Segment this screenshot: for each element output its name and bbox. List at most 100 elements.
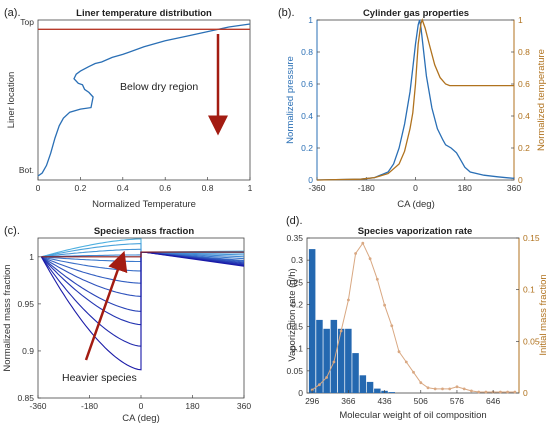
panel-d-bars	[308, 249, 395, 393]
panel-b-yright-tick-label: 0.2	[518, 143, 530, 153]
panel-d-mass-fraction-point	[390, 324, 394, 328]
panel-a-x-tick-label: 0	[36, 183, 41, 193]
panel-a-series-blue-line	[37, 23, 251, 177]
panel-d-x-tick-label: 646	[486, 396, 500, 406]
panel-d-mass-fraction-point	[397, 350, 401, 354]
panel-d-mass-fraction-point	[375, 277, 379, 281]
panel-d-yright-tick-label: 0.1	[523, 285, 535, 295]
panel-d-x-tick-label: 296	[305, 396, 319, 406]
panel-d-x-tick-label: 436	[377, 396, 391, 406]
panel-b-x-tick-label: 0	[413, 183, 418, 193]
panel-d-mass-fraction-point	[412, 370, 415, 374]
panel-d-bar	[316, 319, 323, 393]
panel-a-label: (a).	[4, 7, 21, 19]
panel-b-yleft-tick-label: 0.8	[301, 47, 313, 57]
panel-d-mass-fraction-point	[361, 241, 365, 245]
panel-c-y-tick-label: 0.9	[22, 346, 34, 356]
panel-c-y-tick-label: 0.95	[17, 299, 34, 309]
panel-d-series	[310, 241, 517, 394]
panel-d-bar	[374, 388, 381, 393]
panel-d-yright-tick-label: 0.15	[523, 233, 540, 243]
panel-b-xlabel: CA (deg)	[397, 199, 435, 210]
panel-a-x-tick-label: 1	[248, 183, 253, 193]
panel-a-ytick-bottom: Bot.	[19, 165, 34, 175]
panel-c-species-line	[41, 238, 245, 258]
panel-d-yleft-tick-label: 0.15	[286, 322, 303, 332]
panel-d-mass-fraction-point	[433, 387, 437, 391]
panel-d-yright-tick-label: 0	[523, 388, 528, 398]
panel-c-series	[40, 238, 245, 371]
panel-d-mass-fraction-point	[368, 257, 372, 261]
panel-d-mass-fraction-point	[339, 329, 343, 333]
panel-d-bar	[345, 328, 352, 393]
panel-d-yleft-tick-label: 0.1	[291, 344, 303, 354]
panel-d-mass-fraction-point	[455, 385, 459, 389]
panel-c-x-tick-label: 180	[185, 401, 199, 411]
panel-a-title: Liner temperature distribution	[76, 8, 212, 19]
panel-b-series-pressure-line	[316, 19, 515, 181]
panel-b-x-tick-label: 180	[458, 183, 472, 193]
panel-d-ylabel-left: Vaporization rate (g/h)	[287, 268, 298, 361]
panel-d-bar	[366, 381, 374, 393]
panel-b-ylabel-right: Normalized temperature	[536, 49, 547, 151]
panel-d-yleft-tick-label: 0.25	[286, 277, 303, 287]
panel-b-yleft-tick-label: 0	[308, 175, 313, 185]
panel-a-axes-frame	[37, 19, 251, 181]
panel-c-species-line	[41, 251, 245, 263]
panel-b-yright-tick-label: 0	[518, 175, 523, 185]
panel-d-bar	[323, 328, 330, 393]
panel-d-xticks: 296 366 436 506 576 646	[305, 390, 501, 406]
panel-d-title: Species vaporization rate	[358, 226, 473, 237]
panel-b-x-tick-label: 360	[507, 183, 521, 193]
panel-d-yticks: 0 0.05 0.1 0.15 0.2 0.25 0.3 0.35	[286, 233, 310, 398]
panel-a: (a). Liner temperature distribution Top …	[4, 7, 253, 210]
panel-c-x-tick-label: -180	[81, 401, 98, 411]
panel-d-mass-fraction-point	[354, 252, 357, 255]
panel-a-xticks: 0 0.2 0.4 0.6 0.8 1	[36, 177, 253, 193]
panel-c-arrow	[84, 250, 128, 361]
panel-d-xlabel: Molecular weight of oil composition	[339, 410, 486, 421]
panel-b-ylabel-left: Normalized pressure	[285, 56, 296, 144]
panel-d-bar	[337, 328, 345, 393]
panel-c-y-tick-label: 1	[29, 252, 34, 262]
panel-d-yleft-tick-label: 0.35	[286, 233, 303, 243]
panel-c-yticks: 0.85 0.9 0.95 1	[17, 252, 41, 403]
panel-b-yright-tick-label: 0.4	[518, 111, 530, 121]
panel-d-mass-fraction-point	[347, 298, 350, 302]
panel-d-x-tick-label: 506	[414, 396, 428, 406]
panel-c-xlabel: CA (deg)	[122, 413, 160, 424]
panel-c-species-line	[40, 251, 245, 371]
panel-c-species-line	[40, 251, 245, 347]
panel-d-mass-fraction-point	[325, 376, 328, 379]
panel-d-mass-fraction-point	[441, 387, 444, 391]
panel-c-y-tick-label: 0.85	[17, 393, 34, 403]
panel-d-bar	[308, 249, 316, 393]
panel-d: (d). Species vaporization rate 296 366 436…	[286, 215, 549, 421]
panel-a-annotation: Below dry region	[120, 81, 198, 93]
panel-d-bar	[352, 353, 359, 393]
panel-c-species-line	[40, 251, 245, 326]
panel-d-x-tick-label: 366	[341, 396, 355, 406]
panel-a-ylabel: Liner location	[6, 72, 17, 129]
panel-d-mass-fraction-point	[484, 390, 488, 394]
panel-d-bar	[330, 319, 338, 393]
panel-d-bar	[359, 375, 367, 393]
panel-d-mass-fraction-point	[332, 360, 336, 364]
panel-a-series	[37, 23, 251, 177]
panel-a-x-tick-label: 0.6	[159, 183, 171, 193]
panel-b-yticks: 0 0.2 0.4 0.6 0.8 1 0 0.2 0.4 0.6 0.8 1	[301, 15, 530, 185]
panel-a-x-tick-label: 0.4	[117, 183, 129, 193]
panel-c-species-line	[41, 248, 245, 258]
panel-a-ytick-top: Top	[20, 17, 34, 27]
panel-b-yleft-tick-label: 0.6	[301, 79, 313, 89]
panel-c-x-tick-label: -360	[29, 401, 46, 411]
panel-b-yleft-tick-label: 1	[308, 15, 313, 25]
panel-d-mass-fraction-point	[404, 360, 408, 364]
panel-d-mass-fraction-point	[506, 390, 509, 394]
panel-d-yticks-right: 0 0.05 0.1 0.15	[516, 233, 540, 398]
panel-b-yleft-tick-label: 0.2	[301, 143, 313, 153]
panel-b-series	[316, 18, 515, 181]
panel-b-title: Cylinder gas properties	[363, 8, 469, 19]
panel-d-mass-fraction-point	[448, 387, 452, 391]
panel-d-yleft-tick-label: 0.3	[291, 255, 303, 265]
